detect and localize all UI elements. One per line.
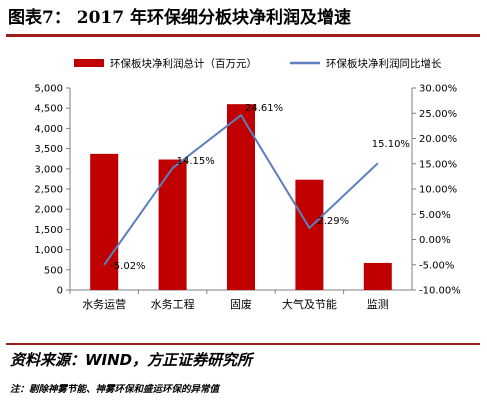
- bar-net-profit: [227, 104, 255, 290]
- x-category-label: 水务工程: [151, 298, 195, 311]
- combo-chart: 0 500 1,000 1,500 2,000 2,500 3,000 3,500 4,000 4…: [34, 57, 461, 311]
- left-tick-label: 2,000: [34, 205, 63, 216]
- right-tick-label: -10.00%: [419, 286, 461, 297]
- right-tick-label: 0.00%: [419, 235, 451, 246]
- source-text: 资料来源：WIND，方正证券研究所: [10, 351, 253, 369]
- growth-data-label: 24.61%: [245, 103, 283, 114]
- source-divider: [6, 343, 480, 345]
- left-tick-label: 500: [44, 265, 63, 276]
- legend-bar-label: 环保板块净利润总计（百万元）: [110, 57, 257, 70]
- growth-data-label: 15.10%: [372, 139, 410, 150]
- right-tick-label: 10.00%: [419, 185, 457, 196]
- bar-net-profit: [90, 153, 119, 290]
- growth-line: [103, 113, 379, 266]
- right-tick-label: 15.00%: [419, 159, 457, 170]
- left-tick-label: 1,500: [34, 225, 63, 236]
- figure-title: 图表7： 2017 年环保细分板块净利润及增速: [8, 8, 351, 28]
- right-tick-label: 5.00%: [419, 210, 451, 221]
- title-divider: [6, 34, 480, 37]
- right-tick-label: -5.00%: [419, 260, 454, 271]
- right-tick-label: 30.00%: [419, 84, 457, 95]
- x-category-label: 大气及节能: [282, 297, 337, 311]
- legend-bar-swatch: [74, 59, 104, 67]
- left-tick-label: 4,500: [34, 104, 63, 115]
- growth-data-label: 2.29%: [317, 216, 349, 227]
- growth-data-label: 14.15%: [177, 156, 215, 167]
- x-category-label: 监测: [367, 298, 389, 311]
- left-tick-label: 4,000: [34, 124, 63, 135]
- left-tick-label: 0: [57, 286, 63, 297]
- footnote-text: 注：剔除神雾节能、神雾环保和盛运环保的异常值: [10, 384, 220, 395]
- growth-data-label: -5.02%: [110, 261, 145, 272]
- left-tick-label: 5,000: [34, 84, 63, 95]
- bar-net-profit: [158, 159, 187, 290]
- left-tick-label: 3,500: [34, 144, 63, 155]
- legend-line-label: 环保板块净利润同比增长: [326, 57, 442, 70]
- left-tick-label: 1,000: [34, 245, 63, 256]
- right-tick-label: 25.00%: [419, 109, 457, 120]
- right-tick-label: 20.00%: [419, 134, 457, 145]
- bar-net-profit: [363, 262, 392, 290]
- left-tick-label: 2,500: [34, 185, 63, 196]
- bar-net-profit: [295, 179, 324, 290]
- x-category-label: 固废: [230, 297, 252, 311]
- x-category-label: 水务运营: [82, 297, 126, 311]
- left-tick-label: 3,000: [34, 164, 63, 175]
